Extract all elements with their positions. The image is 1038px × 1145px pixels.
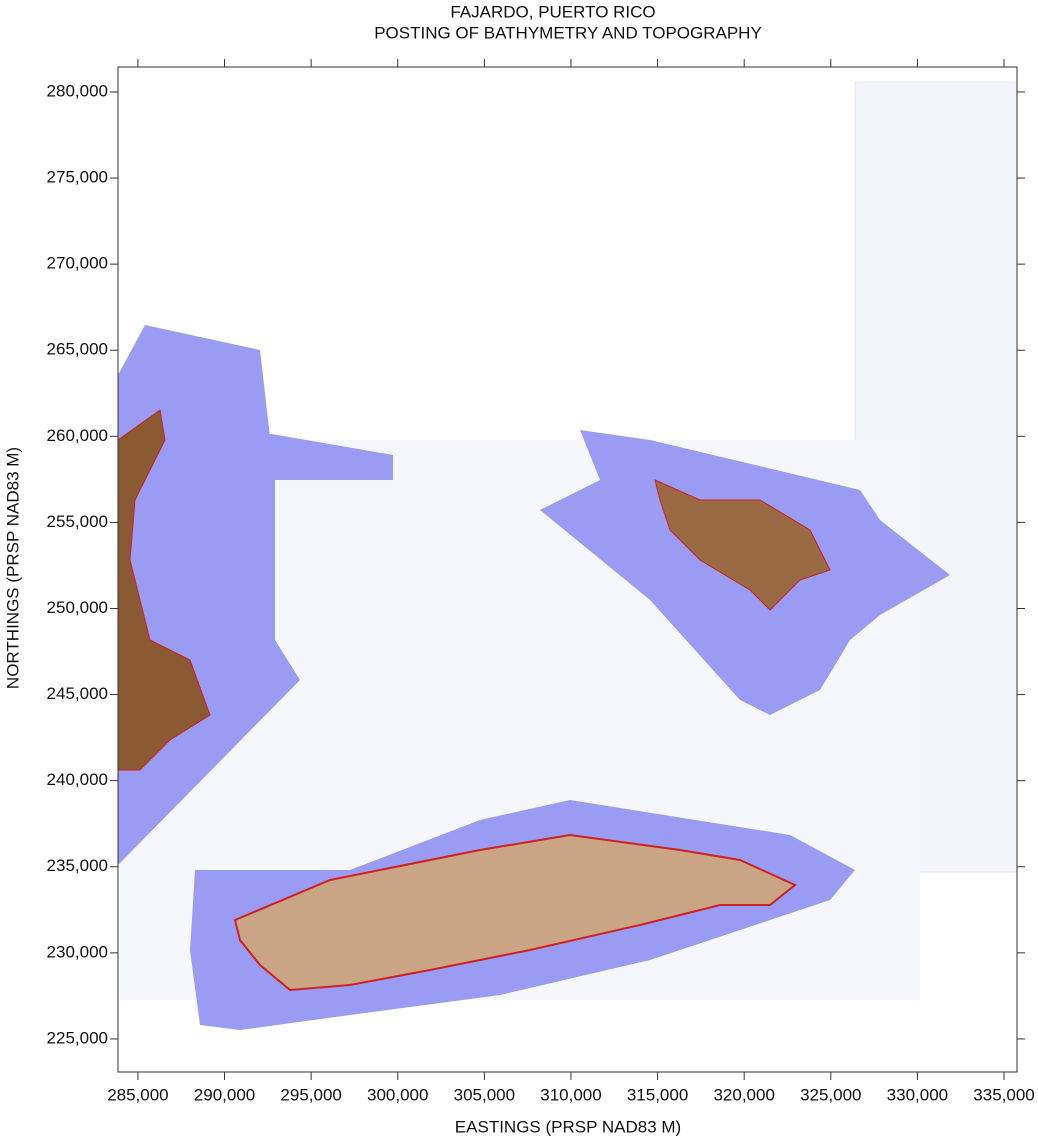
y-tick-label: 275,000 [47,168,108,187]
x-tick-label: 295,000 [280,1085,341,1104]
y-axis-label: NORTHINGS (PRSP NAD83 M) [3,447,22,689]
x-tick-label: 320,000 [713,1085,774,1104]
y-tick-label: 270,000 [47,254,108,273]
y-tick-label: 250,000 [47,598,108,617]
x-axis-label: EASTINGS (PRSP NAD83 M) [455,1117,681,1136]
survey-layers [117,81,1018,1030]
x-tick-label: 325,000 [800,1085,861,1104]
x-tick-label: 285,000 [107,1085,168,1104]
y-tick-label: 245,000 [47,684,108,703]
plot-frame [117,66,1018,1073]
y-tick-label: 235,000 [47,856,108,875]
x-tick-label: 300,000 [367,1085,428,1104]
land [654,479,831,611]
x-tick-label: 290,000 [194,1085,255,1104]
y-tick-label: 240,000 [47,770,108,789]
y-tick-label: 230,000 [47,942,108,961]
y-tick-label: 225,000 [47,1028,108,1047]
y-tick-label: 260,000 [47,426,108,445]
x-tick-label: 335,000 [973,1085,1034,1104]
x-tick-label: 330,000 [887,1085,948,1104]
land [117,409,211,771]
land [233,833,797,992]
x-tick-label: 310,000 [540,1085,601,1104]
x-tick-label: 315,000 [627,1085,688,1104]
y-tick-label: 280,000 [47,81,108,100]
bathymetry [260,432,393,480]
chart-subtitle: POSTING OF BATHYMETRY AND TOPOGRAPHY [374,23,762,42]
x-tick-label: 305,000 [454,1085,515,1104]
chart-title: FAJARDO, PUERTO RICO [450,2,655,21]
y-tick-label: 255,000 [47,512,108,531]
y-tick-label: 265,000 [47,340,108,359]
